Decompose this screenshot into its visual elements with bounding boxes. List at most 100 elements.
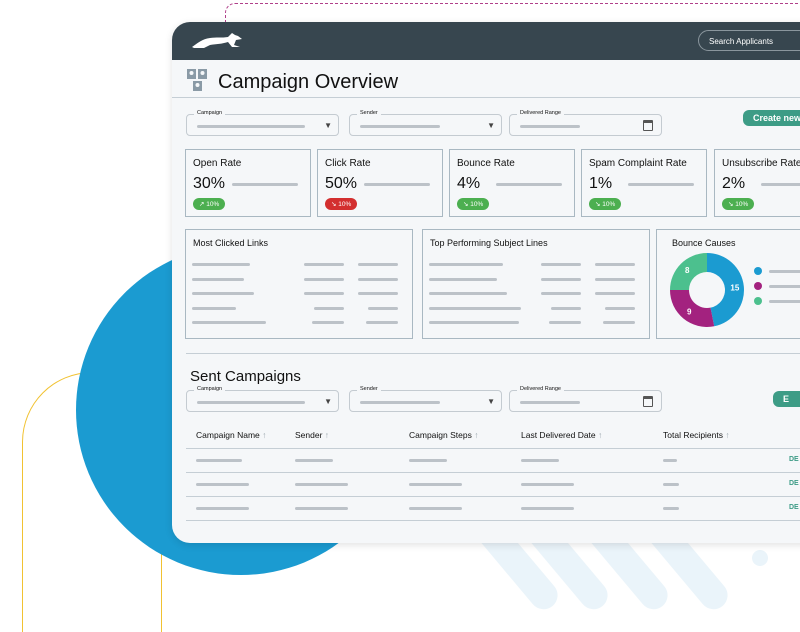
table-row[interactable]: DE (172, 448, 800, 472)
change-value: 10% (470, 201, 484, 208)
details-link[interactable]: DE (789, 480, 799, 487)
field-label: Campaign (194, 110, 226, 116)
placeholder-line (429, 292, 507, 295)
cell-placeholder (409, 483, 462, 486)
cell-placeholder (295, 483, 348, 486)
column-header[interactable]: Campaign Steps ↑ (409, 430, 478, 440)
legend-placeholder (769, 300, 800, 303)
sender-select[interactable]: Sender ▼ (349, 110, 502, 136)
details-link[interactable]: DE (789, 504, 799, 511)
placeholder-line (192, 277, 244, 281)
top-bar: Search Applicants (172, 22, 800, 60)
change-badge: ↗ 10% (193, 198, 226, 210)
metric-card: Spam Complaint Rate 1% ↘ 10% (581, 149, 707, 217)
placeholder-line (603, 321, 635, 324)
cell-placeholder (295, 459, 333, 462)
placeholder-line (192, 292, 254, 295)
sort-arrow-icon[interactable]: ↑ (474, 430, 479, 440)
trend-down-icon: ↘ (728, 201, 734, 208)
cell-placeholder (521, 507, 574, 510)
placeholder-line (368, 306, 398, 310)
metric-bar (364, 183, 430, 186)
table-row[interactable]: DE (172, 472, 800, 496)
trend-down-icon: ↘ (463, 201, 469, 208)
placeholder-line (429, 321, 519, 324)
column-header[interactable]: Total Recipients ↑ (663, 430, 730, 440)
decor-dot (752, 550, 768, 566)
cell-placeholder (521, 459, 559, 462)
trend-down-icon: ↘ (331, 201, 337, 208)
column-label: Campaign Steps (409, 430, 472, 440)
row-divider (186, 448, 800, 449)
metric-value: 1% (589, 175, 613, 192)
column-header[interactable]: Last Delivered Date ↑ (521, 430, 602, 440)
sort-arrow-icon[interactable]: ↑ (262, 430, 267, 440)
panel-title: Top Performing Subject Lines (430, 238, 548, 248)
metric-card: Click Rate 50% ↘ 10% (317, 149, 443, 217)
donut-label: 8 (685, 266, 690, 275)
metric-name: Spam Complaint Rate (589, 158, 687, 169)
sent-delivered-range-picker[interactable]: Delivered Range (509, 386, 662, 412)
placeholder-line (314, 306, 344, 310)
column-label: Total Recipients (663, 430, 724, 440)
app-window: Search Applicants Campaign Overview Camp… (172, 22, 800, 543)
campaign-users-icon (187, 69, 207, 91)
cell-placeholder (663, 483, 679, 486)
change-value: 10% (735, 201, 749, 208)
placeholder-line (429, 263, 503, 266)
legend-placeholder (769, 270, 800, 273)
placeholder-line (595, 277, 635, 281)
cell-placeholder (521, 483, 574, 486)
placeholder-line (192, 263, 250, 266)
delivered-range-picker[interactable]: Delivered Range (509, 110, 662, 136)
placeholder-line (358, 277, 398, 281)
donut-slice (670, 290, 715, 327)
placeholder-line (429, 306, 521, 310)
cell-placeholder (663, 507, 679, 510)
metric-bar (628, 183, 694, 186)
sort-arrow-icon[interactable]: ↑ (725, 430, 730, 440)
legend-dot (754, 267, 762, 275)
details-link[interactable]: DE (789, 456, 799, 463)
donut-label: 9 (687, 308, 692, 317)
placeholder-line (358, 263, 398, 266)
column-header[interactable]: Campaign Name ↑ (196, 430, 266, 440)
decor-dashed-line (225, 3, 800, 23)
change-badge: ↘ 10% (457, 198, 490, 210)
placeholder-line (541, 292, 581, 295)
chevron-down-icon: ▼ (324, 397, 332, 406)
cell-placeholder (409, 459, 447, 462)
legend-dot (754, 282, 762, 290)
cell-placeholder (663, 459, 677, 462)
logo-icon (192, 33, 242, 48)
column-header[interactable]: Sender ↑ (295, 430, 329, 440)
metric-name: Click Rate (325, 158, 371, 169)
change-badge: ↘ 10% (325, 198, 358, 210)
trend-up-icon: ↗ (199, 201, 205, 208)
sort-arrow-icon[interactable]: ↑ (598, 430, 603, 440)
metric-card: Bounce Rate 4% ↘ 10% (449, 149, 575, 217)
sent-sender-select[interactable]: Sender ▼ (349, 386, 502, 412)
donut-label: 15 (730, 283, 739, 292)
change-value: 10% (338, 201, 352, 208)
search-input[interactable]: Search Applicants (698, 30, 800, 51)
sent-campaign-select[interactable]: Campaign ▼ (186, 386, 339, 412)
campaign-select[interactable]: Campaign ▼ (186, 110, 339, 136)
trend-down-icon: ↘ (595, 201, 601, 208)
panel-title: Most Clicked Links (193, 238, 269, 248)
create-new-campaign-button[interactable]: Create new c (743, 110, 800, 126)
metric-value: 2% (722, 175, 746, 192)
placeholder-line (605, 306, 635, 310)
metric-name: Bounce Rate (457, 158, 515, 169)
table-row[interactable]: DE (172, 496, 800, 520)
change-value: 10% (602, 201, 616, 208)
divider (172, 97, 800, 98)
export-button[interactable]: E (773, 391, 800, 407)
field-label: Sender (357, 386, 381, 392)
most-clicked-links-panel: Most Clicked Links (185, 229, 413, 339)
panel-title: Bounce Causes (672, 238, 736, 248)
sort-arrow-icon[interactable]: ↑ (324, 430, 330, 440)
page-title: Campaign Overview (218, 71, 399, 93)
field-label: Delivered Range (517, 386, 564, 392)
